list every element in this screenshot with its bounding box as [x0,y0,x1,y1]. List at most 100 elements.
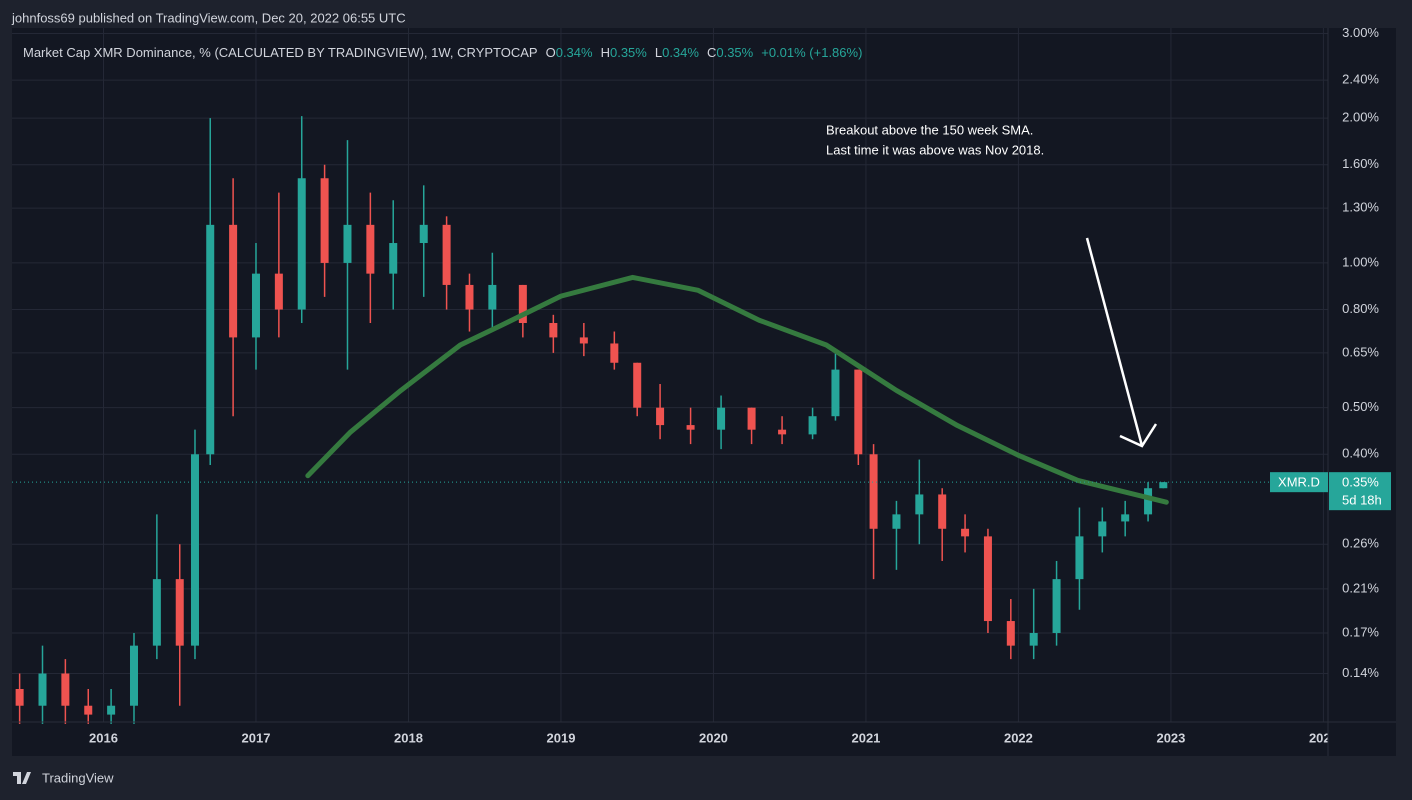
y-tick-label: 2.40% [1342,72,1379,87]
price-badge [1329,472,1391,511]
candle-body [107,705,116,715]
candle-body [915,494,924,515]
arrow-head [1119,423,1158,448]
y-tick-label: 2.00% [1342,110,1379,125]
candle-body [1052,579,1061,633]
x-tick-label: 2021 [851,730,880,745]
candle-body [206,224,215,455]
candle-body [1075,536,1084,580]
price-scale: 3.00% 2.40% 2.00% 1.60% 1.30% 1.00% 0.80% 0.65%… [1270,25,1391,680]
y-tick-label: 1.60% [1342,156,1379,171]
candle-body [831,369,840,417]
annotation-line: Breakout above the 150 week SMA. [826,122,1033,137]
candle-body [1098,521,1107,537]
candle-body [442,224,451,285]
candle-body [579,337,588,344]
candle-body [961,528,970,537]
sma-line [305,274,1169,505]
brand: TradingView [42,770,114,785]
candle-body [747,407,756,430]
y-tick-label: 0.80% [1342,301,1379,316]
price-label: 0.35% [1342,475,1379,490]
chart-pane [12,28,1396,756]
candle-body [1144,488,1153,515]
candle-body [938,494,947,529]
candle-body [1029,632,1038,646]
candle-body [190,454,199,646]
candle-body [549,323,558,338]
candle-body [808,416,817,435]
y-tick-label: 3.00% [1342,25,1379,40]
x-tick-label: 2022 [1004,730,1033,745]
y-tick-label: 0.26% [1342,536,1379,551]
symbol-label: XMR.D [1278,475,1320,490]
l-value: 0.34% [662,45,699,60]
symbol: Market Cap XMR Dominance, % (CALCULATED … [23,45,538,60]
y-tick-label: 0.21% [1342,580,1379,595]
countdown-label: 5d 18h [1342,493,1382,508]
candle-body [419,224,428,244]
candle-body [389,243,398,274]
arrow-shaft [1085,237,1144,447]
y-tick-label: 0.65% [1342,344,1379,359]
candle-body [366,224,375,274]
candle-body [633,362,642,408]
candle-body [297,178,306,310]
candle-body [610,343,619,363]
candle-body [854,369,863,455]
c-value: 0.35% [716,45,753,60]
x-tick-label: 2024 [1309,730,1339,745]
candle-body [518,284,527,324]
candle-body [892,514,901,529]
c-label: C [707,45,716,60]
candle-body [686,425,695,430]
candle-body [38,673,47,706]
candle-body [983,536,992,622]
y-tick-label: 0.17% [1342,624,1379,639]
candle-body [1121,514,1130,522]
x-tick-label: 2016 [89,730,118,745]
plot: 2016 2017 2018 2019 2020 2021 2022 2023 2024 [12,28,1339,745]
candle-body [1159,482,1168,489]
candle-body [251,273,260,338]
x-tick-label: 2023 [1156,730,1185,745]
candle-body [778,429,787,435]
candle-body [1006,621,1015,646]
candle-body [343,224,352,263]
logo: TradingView [13,770,114,785]
o-label: O [546,45,556,60]
legend: Market Cap XMR Dominance, % (CALCULATED … [23,45,862,60]
logo-mark [13,772,31,784]
x-tick-label: 2020 [699,730,728,745]
h-value: 0.35% [610,45,647,60]
annotation-line: Last time it was above was Nov 2018. [826,142,1044,157]
candle-body [717,407,726,430]
y-tick-label: 0.14% [1342,665,1379,680]
candle-body [15,689,24,706]
y-tick-label: 1.30% [1342,200,1379,215]
candle-body [129,645,138,706]
symbol-badge [1270,472,1328,493]
o-value: 0.34% [556,45,593,60]
candle-body [175,579,184,646]
candle-body [465,284,474,310]
candle-body [869,454,878,529]
x-tick-label: 2017 [242,730,271,745]
candle-body [320,178,329,263]
x-tick-label: 2018 [394,730,423,745]
candle-body [488,284,497,310]
candle-body [274,273,283,310]
y-tick-label: 0.50% [1342,399,1379,414]
arrow [1085,237,1158,448]
h-label: H [601,45,610,60]
candle-body [229,224,238,338]
candle-body [152,579,161,646]
y-tick-label: 1.00% [1342,254,1379,269]
x-tick-label: 2019 [547,730,576,745]
published-line: johnfoss69 published on TradingView.com,… [11,10,406,25]
candle-body [84,705,93,715]
candle-body [61,673,70,706]
y-tick-label: 0.40% [1342,446,1379,461]
